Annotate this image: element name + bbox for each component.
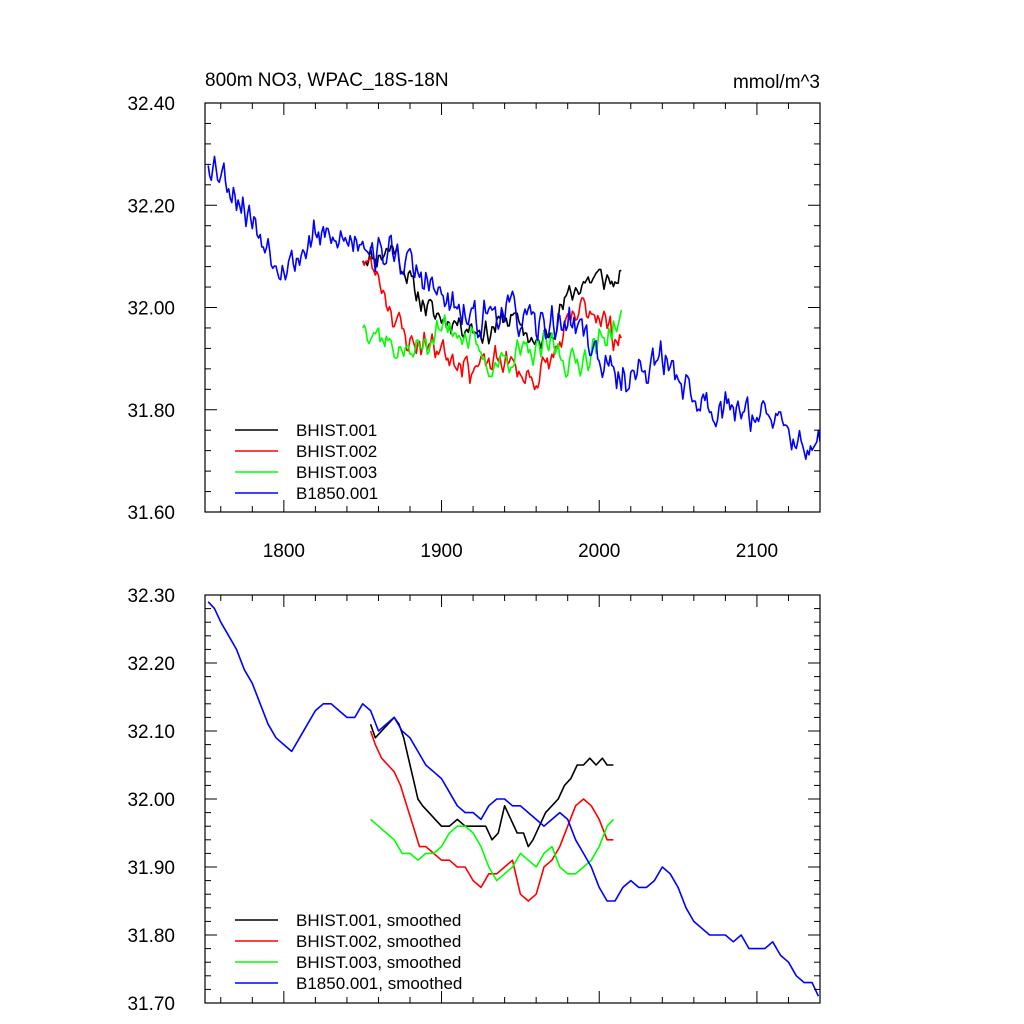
series-group: [207, 601, 820, 997]
legend-label: B1850.001: [296, 484, 378, 503]
y-tick-label: 31.90: [127, 858, 175, 879]
series-group: [207, 155, 820, 461]
y-tick-label: 31.80: [127, 926, 175, 947]
y-tick-label: 31.80: [127, 401, 175, 422]
series-line-1: [369, 716, 614, 848]
series-line-1: [361, 244, 622, 350]
top-panel-annual: 1800 1900 2000 2100 31.60 31.80 32.00 32.20 32.4…: [127, 94, 821, 562]
units-label: mmol/m^3: [733, 72, 820, 93]
y-tick-label: 32.20: [127, 196, 175, 217]
series-line-4: [207, 601, 820, 997]
y-axis: 31.60 31.80 32.00 32.20 32.40: [127, 94, 820, 524]
legend-label: BHIST.002: [296, 442, 377, 461]
x-tick-label: 2100: [736, 541, 778, 562]
legend-label: B1850.001, smoothed: [296, 974, 462, 993]
legend-label: BHIST.001, smoothed: [296, 911, 461, 930]
x-tick-label: 2000: [578, 541, 620, 562]
y-tick-label: 32.30: [127, 586, 175, 607]
y-tick-label: 32.40: [127, 94, 175, 115]
x-axis: [220, 595, 821, 1003]
legend-label: BHIST.003, smoothed: [296, 953, 461, 972]
y-tick-label: 32.00: [127, 790, 175, 811]
series-line-2: [361, 256, 623, 391]
y-axis: 31.70 31.80 31.90 32.00 32.10 32.20 32.30: [127, 586, 820, 1015]
series-line-4: [207, 155, 820, 461]
legend: BHIST.001 BHIST.002 BHIST.003 B1850.001: [235, 421, 378, 503]
y-tick-label: 32.10: [127, 722, 175, 743]
series-line-3: [362, 309, 623, 378]
series-line-3: [370, 818, 614, 882]
legend-label: BHIST.001: [296, 421, 377, 440]
legend: BHIST.001, smoothed BHIST.002, smoothed BH…: [235, 911, 462, 993]
x-axis: 1800 1900 2000 2100: [220, 103, 821, 562]
bottom-panel-smoothed: 31.70 31.80 31.90 32.00 32.10 32.20 32.30 BHIST…: [127, 586, 821, 1015]
chart-title: 800m NO3, WPAC_18S-18N: [205, 70, 449, 91]
legend-label: BHIST.002, smoothed: [296, 932, 461, 951]
legend-label: BHIST.003: [296, 463, 377, 482]
y-tick-label: 31.70: [127, 994, 175, 1015]
y-tick-label: 31.60: [127, 503, 175, 524]
y-tick-label: 32.00: [127, 299, 175, 320]
series-line-2: [369, 730, 614, 902]
x-tick-label: 1800: [263, 541, 305, 562]
x-tick-label: 1900: [420, 541, 462, 562]
y-tick-label: 32.20: [127, 654, 175, 675]
